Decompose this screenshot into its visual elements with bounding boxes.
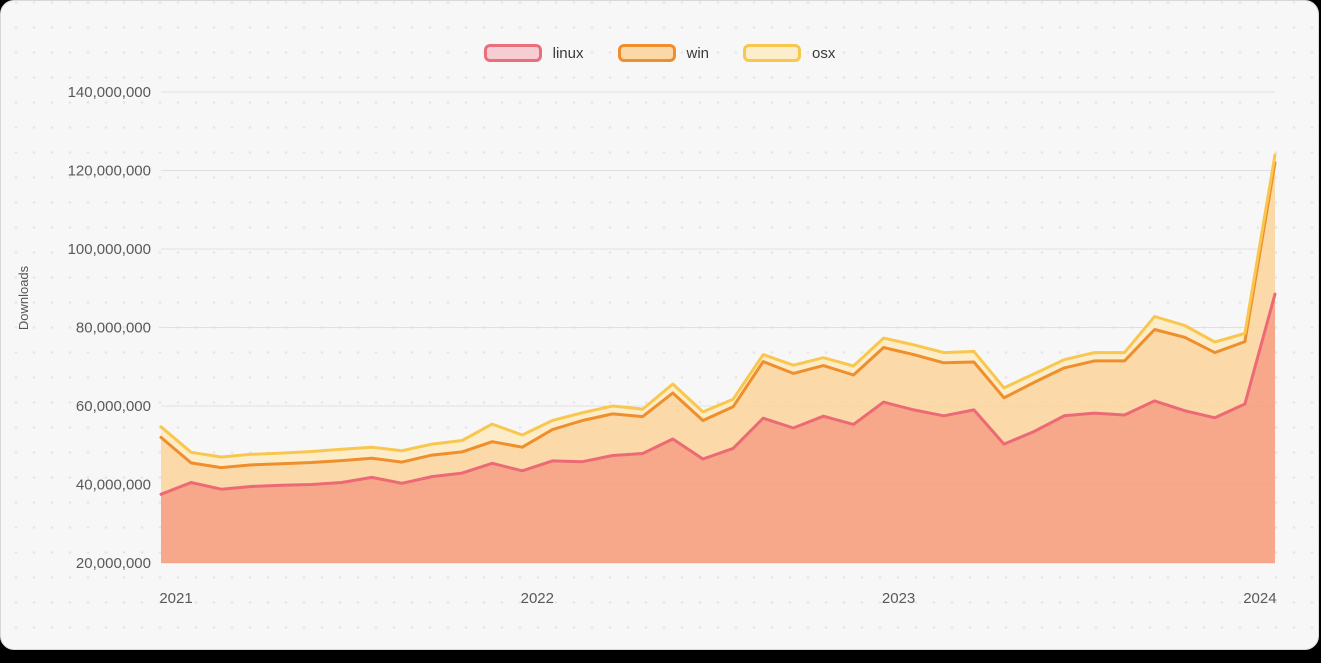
legend-swatch-osx bbox=[743, 44, 802, 62]
legend: linux win osx bbox=[1, 43, 1318, 63]
series-areas bbox=[161, 154, 1275, 563]
x-tick-label: 2024 bbox=[1243, 590, 1276, 607]
x-tick-label: 2022 bbox=[521, 590, 554, 607]
line-osx bbox=[159, 153, 1277, 459]
y-axis-title: Downloads bbox=[16, 265, 31, 330]
legend-item-win[interactable]: win bbox=[617, 44, 710, 62]
legend-swatch-linux bbox=[483, 44, 542, 62]
legend-item-linux[interactable]: linux bbox=[483, 44, 584, 62]
x-axis-tick-labels: 2021 2022 2023 2024 bbox=[159, 590, 1276, 607]
y-tick-label: 20,000,000 bbox=[76, 555, 151, 572]
y-tick-label: 40,000,000 bbox=[76, 477, 151, 494]
line-win bbox=[159, 161, 1277, 470]
y-tick-label: 100,000,000 bbox=[68, 241, 151, 258]
legend-item-osx[interactable]: osx bbox=[743, 44, 835, 62]
legend-label-linux: linux bbox=[552, 44, 584, 62]
line-linux bbox=[159, 292, 1277, 496]
series-lines bbox=[159, 153, 1277, 496]
y-tick-label: 60,000,000 bbox=[76, 398, 151, 415]
area-win bbox=[161, 162, 1275, 495]
x-tick-label: 2021 bbox=[159, 590, 192, 607]
area-linux bbox=[161, 294, 1275, 563]
y-tick-label: 140,000,000 bbox=[68, 84, 151, 101]
y-axis-tick-labels: 20,000,000 40,000,000 60,000,000 80,000,000… bbox=[68, 84, 151, 572]
chart-card: linux win osx 20,000,000 40,000,000 60,000,0… bbox=[0, 0, 1319, 650]
legend-label-osx: osx bbox=[812, 44, 836, 62]
x-tick-label: 2023 bbox=[882, 590, 915, 607]
legend-label-win: win bbox=[686, 44, 710, 62]
y-tick-label: 120,000,000 bbox=[68, 163, 151, 180]
y-tick-label: 80,000,000 bbox=[76, 320, 151, 337]
legend-swatch-win bbox=[617, 44, 676, 62]
